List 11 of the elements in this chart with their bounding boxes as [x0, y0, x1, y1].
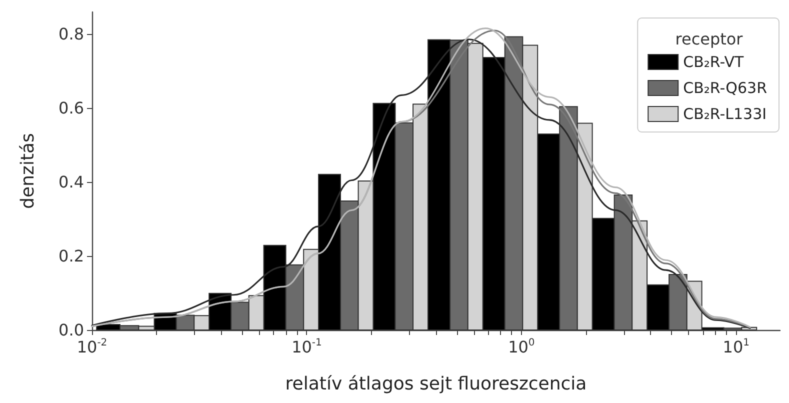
legend-label: CB₂R-Q63R	[683, 79, 768, 97]
x-axis-title: relatív átlagos sejt fluoreszcencia	[285, 374, 587, 394]
legend-label: CB₂R-VT	[683, 53, 745, 71]
y-tick-label: 0.4	[58, 172, 84, 192]
y-axis-title: denzitás	[18, 133, 38, 209]
y-tick-label: 0.0	[58, 320, 84, 340]
legend-label: CB₂R-L133I	[683, 105, 767, 123]
y-tick-label: 0.2	[58, 246, 84, 266]
legend-title: receptor	[675, 30, 744, 48]
y-tick-label: 0.6	[58, 98, 84, 118]
y-tick-label: 0.8	[58, 24, 84, 44]
